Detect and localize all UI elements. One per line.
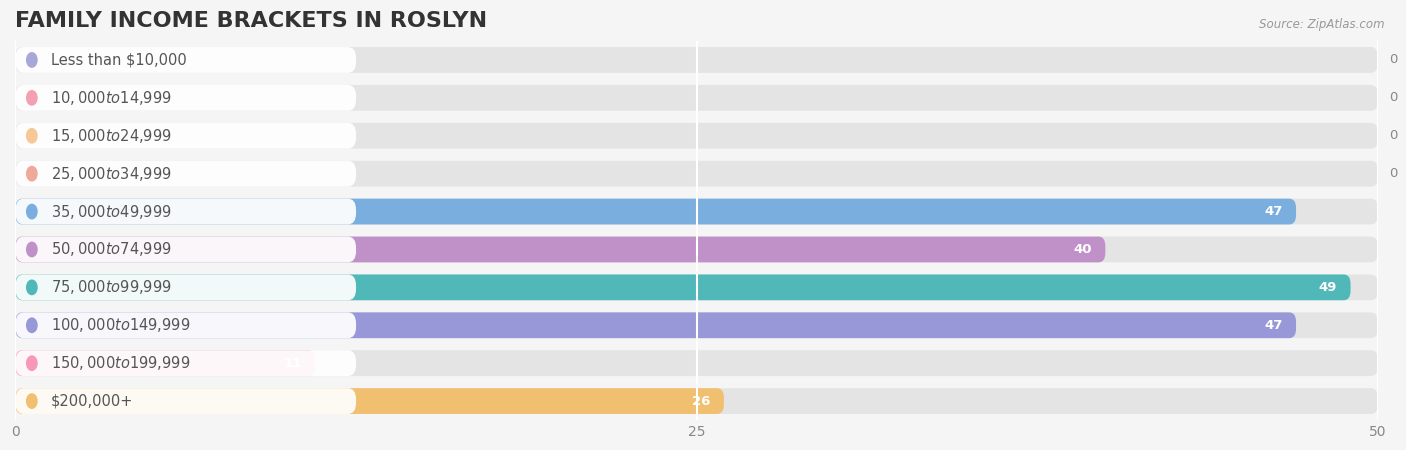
FancyBboxPatch shape [15, 388, 724, 414]
FancyBboxPatch shape [15, 274, 356, 300]
Circle shape [27, 53, 37, 67]
Circle shape [27, 166, 37, 181]
Circle shape [27, 318, 37, 333]
Text: $25,000 to $34,999: $25,000 to $34,999 [51, 165, 172, 183]
Text: Less than $10,000: Less than $10,000 [51, 53, 187, 68]
FancyBboxPatch shape [15, 47, 356, 73]
FancyBboxPatch shape [15, 47, 1378, 73]
FancyBboxPatch shape [15, 350, 315, 376]
Text: 11: 11 [284, 357, 301, 369]
FancyBboxPatch shape [15, 312, 1296, 338]
FancyBboxPatch shape [15, 85, 1378, 111]
Text: $100,000 to $149,999: $100,000 to $149,999 [51, 316, 190, 334]
Circle shape [27, 394, 37, 408]
Text: 47: 47 [1264, 319, 1282, 332]
Text: $200,000+: $200,000+ [51, 394, 134, 409]
FancyBboxPatch shape [15, 312, 1378, 338]
FancyBboxPatch shape [15, 274, 1351, 300]
Text: $75,000 to $99,999: $75,000 to $99,999 [51, 279, 172, 297]
Text: 0: 0 [1389, 54, 1398, 67]
FancyBboxPatch shape [15, 199, 1378, 225]
Circle shape [27, 280, 37, 295]
Text: $15,000 to $24,999: $15,000 to $24,999 [51, 127, 172, 145]
Text: 40: 40 [1073, 243, 1091, 256]
Text: $150,000 to $199,999: $150,000 to $199,999 [51, 354, 190, 372]
Text: Source: ZipAtlas.com: Source: ZipAtlas.com [1260, 18, 1385, 31]
Text: $35,000 to $49,999: $35,000 to $49,999 [51, 202, 172, 220]
FancyBboxPatch shape [15, 350, 356, 376]
Circle shape [27, 242, 37, 256]
Text: $10,000 to $14,999: $10,000 to $14,999 [51, 89, 172, 107]
Text: FAMILY INCOME BRACKETS IN ROSLYN: FAMILY INCOME BRACKETS IN ROSLYN [15, 11, 488, 31]
Circle shape [27, 90, 37, 105]
Text: 49: 49 [1319, 281, 1337, 294]
Circle shape [27, 204, 37, 219]
FancyBboxPatch shape [15, 123, 356, 148]
FancyBboxPatch shape [15, 161, 1378, 187]
Text: 26: 26 [692, 395, 710, 408]
Text: $50,000 to $74,999: $50,000 to $74,999 [51, 240, 172, 258]
Text: 47: 47 [1264, 205, 1282, 218]
Circle shape [27, 129, 37, 143]
FancyBboxPatch shape [15, 388, 356, 414]
FancyBboxPatch shape [15, 85, 356, 111]
Text: 0: 0 [1389, 91, 1398, 104]
FancyBboxPatch shape [15, 237, 1378, 262]
FancyBboxPatch shape [15, 312, 356, 338]
FancyBboxPatch shape [15, 199, 356, 225]
Circle shape [27, 356, 37, 370]
FancyBboxPatch shape [15, 199, 1296, 225]
FancyBboxPatch shape [15, 388, 1378, 414]
FancyBboxPatch shape [15, 161, 356, 187]
Text: 0: 0 [1389, 129, 1398, 142]
FancyBboxPatch shape [15, 274, 1378, 300]
FancyBboxPatch shape [15, 237, 356, 262]
FancyBboxPatch shape [15, 123, 1378, 148]
FancyBboxPatch shape [15, 350, 1378, 376]
FancyBboxPatch shape [15, 237, 1105, 262]
Text: 0: 0 [1389, 167, 1398, 180]
